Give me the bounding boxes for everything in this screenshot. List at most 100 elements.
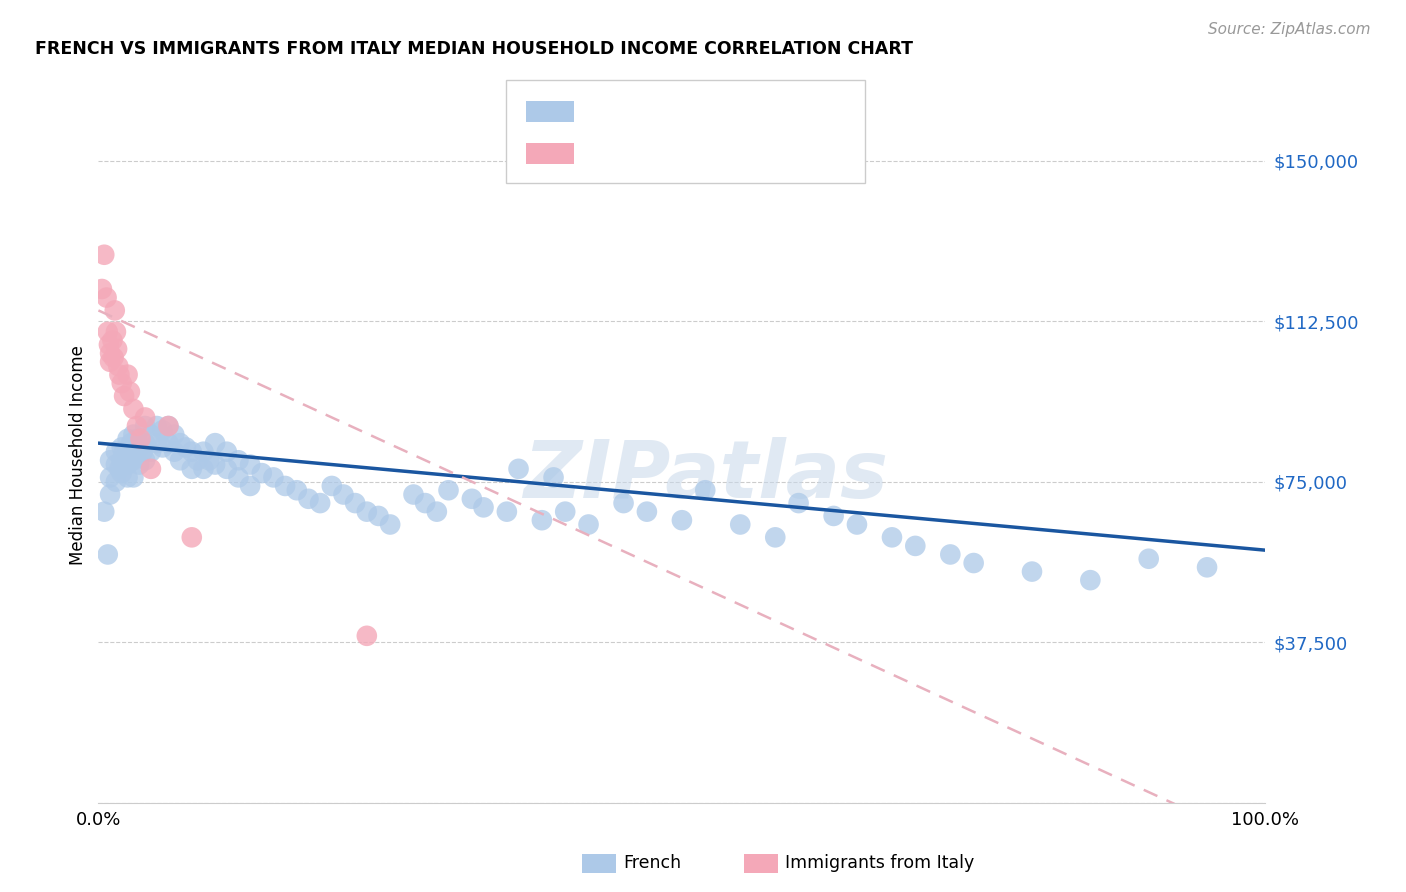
Point (939, 548, 962, 562)
Point (104, 444, 127, 458)
Point (239, 479, 262, 493)
Point (472, 500, 495, 515)
Text: -0.399: -0.399 (633, 145, 695, 162)
Point (104, 303, 127, 318)
Point (180, 444, 202, 458)
Point (228, 453, 250, 467)
Point (787, 496, 810, 510)
Point (1195, 560, 1218, 574)
Point (157, 436, 180, 450)
Point (132, 444, 155, 458)
Point (125, 419, 148, 434)
Point (105, 342, 128, 356)
Point (93, 505, 115, 519)
Point (356, 629, 378, 643)
Point (356, 505, 378, 519)
Point (228, 470, 250, 484)
Point (134, 419, 156, 434)
Point (98, 453, 121, 467)
Point (344, 496, 367, 510)
Point (1021, 565, 1043, 579)
Point (139, 444, 162, 458)
Point (215, 462, 238, 476)
Point (636, 505, 658, 519)
Point (204, 436, 226, 450)
Point (1080, 573, 1102, 587)
Point (97, 337, 120, 351)
Point (763, 530, 786, 544)
Point (112, 389, 135, 403)
Point (117, 444, 139, 458)
Point (309, 496, 332, 510)
Point (962, 556, 984, 570)
Point (380, 517, 402, 532)
Point (139, 462, 162, 476)
Y-axis label: Median Household Income: Median Household Income (69, 345, 87, 565)
Point (111, 441, 134, 455)
Point (846, 517, 869, 532)
Point (508, 462, 530, 476)
Point (426, 505, 449, 519)
Point (163, 427, 186, 442)
Point (198, 453, 221, 467)
Point (117, 368, 139, 382)
Point (98, 355, 121, 369)
Point (122, 401, 145, 416)
Point (174, 441, 197, 455)
Text: FRENCH VS IMMIGRANTS FROM ITALY MEDIAN HOUSEHOLD INCOME CORRELATION CHART: FRENCH VS IMMIGRANTS FROM ITALY MEDIAN H… (35, 40, 912, 58)
Point (108, 462, 131, 476)
Point (117, 458, 139, 472)
Point (823, 508, 845, 523)
Text: Immigrants from Italy: Immigrants from Italy (785, 855, 974, 872)
Point (671, 513, 693, 527)
Point (262, 470, 284, 484)
Point (321, 479, 343, 493)
Point (93, 248, 115, 262)
Point (332, 487, 354, 501)
Point (880, 530, 903, 544)
Point (1137, 551, 1160, 566)
Point (97, 548, 120, 562)
Point (146, 419, 169, 434)
Point (402, 487, 425, 501)
Point (134, 436, 156, 450)
Point (118, 384, 141, 399)
Text: R =: R = (586, 145, 624, 162)
Text: 26: 26 (748, 145, 772, 162)
Point (613, 496, 636, 510)
Point (120, 453, 142, 467)
Point (96, 291, 118, 305)
Text: R =: R = (586, 103, 624, 120)
Point (215, 444, 238, 458)
Point (122, 427, 145, 442)
Point (367, 508, 389, 523)
Point (169, 436, 191, 450)
Text: ZIPatlas: ZIPatlas (523, 437, 887, 515)
Point (169, 453, 191, 467)
Point (108, 368, 131, 382)
Point (157, 419, 180, 434)
Point (101, 334, 124, 348)
Point (285, 483, 308, 498)
Point (120, 436, 142, 450)
Point (98, 470, 121, 484)
Point (204, 458, 226, 472)
Point (250, 466, 273, 480)
Point (111, 376, 134, 391)
Point (461, 491, 484, 506)
Point (98, 346, 121, 360)
Point (239, 458, 262, 472)
Point (112, 458, 135, 472)
Point (128, 441, 150, 455)
Point (98, 487, 121, 501)
Point (554, 505, 576, 519)
Point (413, 496, 436, 510)
Point (128, 458, 150, 472)
Point (117, 470, 139, 484)
Text: French: French (623, 855, 681, 872)
Point (578, 517, 600, 532)
Point (104, 458, 127, 472)
Text: Source: ZipAtlas.com: Source: ZipAtlas.com (1208, 22, 1371, 37)
Point (274, 479, 297, 493)
Point (122, 441, 145, 455)
